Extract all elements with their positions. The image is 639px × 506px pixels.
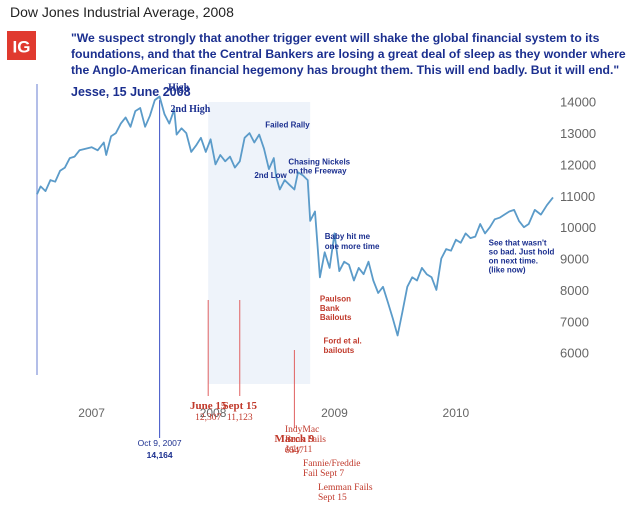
- crisis-event-text: Fail Sept 7: [303, 469, 344, 479]
- event-marker-label: 14,164: [147, 450, 173, 460]
- chart-annotation: so bad. Just hold: [489, 247, 555, 256]
- y-tick-label: 13000: [560, 126, 596, 141]
- chart-annotation: Bank: [320, 304, 340, 313]
- crisis-event-text: IndyMac: [285, 425, 319, 435]
- quote-line-3: the Anglo-American financial hegemony ha…: [71, 63, 619, 77]
- djia-series-line: [36, 95, 554, 337]
- chart-annotation: 2nd High: [171, 104, 211, 115]
- chart-annotation: Baby hit me: [325, 232, 371, 241]
- chart-annotation: 2nd Low: [254, 171, 287, 180]
- y-tick-label: 6000: [560, 346, 589, 361]
- event-marker-label: 11,123: [227, 413, 253, 423]
- event-marker-label: Oct 9, 2007: [138, 438, 182, 448]
- crisis-event-text: Sept 15: [318, 493, 347, 503]
- y-tick-label: 11000: [560, 189, 595, 204]
- chart-title: Dow Jones Industrial Average, 2008: [10, 4, 234, 20]
- chart-annotation: on next time.: [489, 257, 538, 266]
- y-tick-label: 9000: [560, 252, 589, 267]
- ig-logo: IG: [7, 31, 36, 60]
- chart-annotation: Bailouts: [320, 313, 352, 322]
- quote-line-2: foundations, and that the Central Banker…: [71, 47, 626, 61]
- x-tick-label: 2008: [200, 406, 227, 420]
- chart-annotation: bailouts: [324, 346, 355, 355]
- crisis-shaded-region: [208, 102, 311, 384]
- event-marker-label: 12,307: [195, 413, 221, 423]
- crisis-event-text: Bank Fails: [285, 435, 326, 445]
- chart-annotation: Ford et al.: [324, 337, 362, 346]
- chart-annotation: (like now): [489, 266, 526, 275]
- chart-annotation: High: [168, 82, 190, 93]
- attribution: Jesse, 15 June 2008: [71, 85, 191, 99]
- y-tick-label: 12000: [560, 157, 596, 172]
- chart-annotation: Failed Rally: [265, 120, 310, 129]
- quote-line-1: "We suspect strongly that another trigge…: [71, 31, 600, 45]
- x-tick-label: 2007: [78, 406, 105, 420]
- event-marker-label: 6547: [285, 446, 304, 456]
- crisis-event-text: July 11: [285, 445, 313, 455]
- svg-text:IG: IG: [13, 38, 31, 57]
- x-tick-label: 2009: [321, 406, 348, 420]
- y-tick-label: 10000: [560, 220, 596, 235]
- crisis-event-text: Fannie/Freddie: [303, 459, 361, 469]
- event-marker-label: June 15: [190, 400, 227, 412]
- event-marker-label: Sept 15: [222, 400, 257, 412]
- chart-annotation: on the Freeway: [288, 167, 347, 176]
- event-marker-label: March 9: [274, 433, 314, 445]
- chart-annotation: one more time: [325, 242, 380, 251]
- crisis-event-text: Lemman Fails: [318, 483, 373, 493]
- chart-annotation: Chasing Nickels: [288, 157, 350, 166]
- y-tick-label: 14000: [560, 95, 596, 110]
- chart-annotation: Paulson: [320, 295, 351, 304]
- y-tick-label: 8000: [560, 283, 589, 298]
- chart-annotation: See that wasn't: [489, 238, 547, 247]
- x-tick-label: 2010: [443, 406, 470, 420]
- y-tick-label: 7000: [560, 314, 589, 329]
